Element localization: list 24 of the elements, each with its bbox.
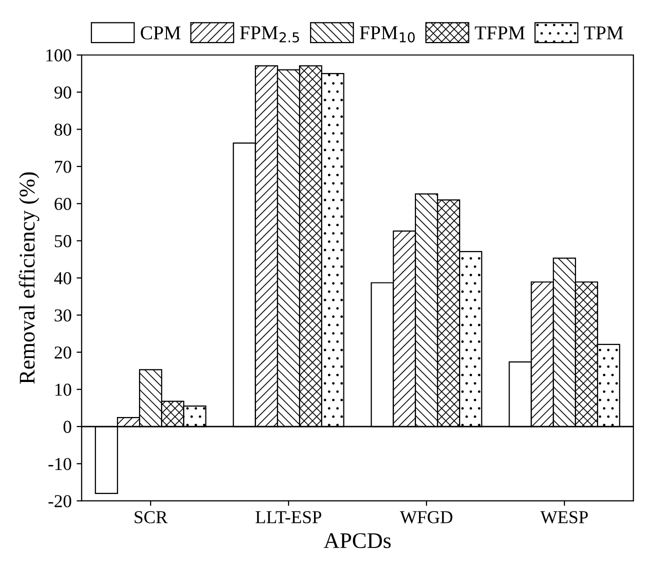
legend-label: FPM$_{10}$	[360, 26, 415, 42]
y-tick-label: 30	[54, 309, 72, 322]
x-tick-label: WESP	[540, 511, 588, 524]
y-tick-label: 40	[54, 272, 72, 284]
legend-label: CPM	[140, 26, 181, 40]
x-axis-title: APCDs	[324, 533, 391, 548]
y-axis-title: Removal efficiency (%)	[18, 172, 40, 384]
y-tick-label: 70	[55, 160, 72, 173]
x-tick-label: SCR	[134, 511, 168, 524]
legend-label: TPM	[584, 26, 624, 40]
y-tick-label: 10	[55, 384, 72, 396]
y-tick-label: 80	[54, 124, 72, 136]
y-tick-label: 60	[54, 198, 72, 210]
y-tick-label: -10	[48, 458, 72, 470]
y-tick-label: 0	[64, 420, 72, 433]
x-tick-label: LLT-ESP	[256, 511, 322, 524]
y-tick-label: 90	[54, 86, 72, 99]
y-tick-label: 50	[54, 235, 72, 248]
y-tick-label: -20	[48, 495, 72, 508]
x-tick-label: WFGD	[400, 511, 452, 524]
legend-label: TFPM	[474, 26, 525, 40]
y-tick-label: 100	[46, 49, 72, 62]
y-tick-label: 20	[54, 346, 72, 359]
legend-label: FPM$_{2.5}$	[240, 26, 299, 42]
